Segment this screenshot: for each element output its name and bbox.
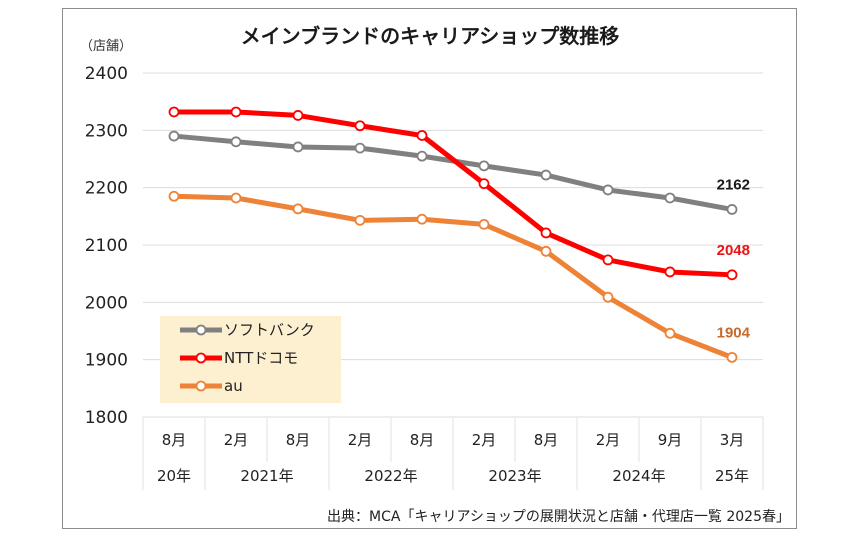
y-tick-label: 2000	[85, 293, 128, 313]
series-line	[174, 109, 733, 278]
legend-marker	[195, 380, 207, 392]
data-point	[292, 203, 304, 215]
series-line	[173, 193, 733, 360]
data-point	[602, 184, 614, 196]
x-tick-year: 2023年	[488, 467, 541, 485]
end-value-label: 2162	[717, 176, 750, 193]
y-axis-unit: （店舗）	[80, 39, 132, 54]
y-tick-label: 2300	[85, 121, 128, 141]
data-point	[478, 178, 490, 190]
x-axis: 8月 2月 8月 2月 8月 2月 8月 2月 9月 3月 20年 2021年 2022年 2023年 20…	[142, 416, 764, 490]
data-point	[230, 192, 242, 204]
data-point	[540, 227, 552, 239]
y-tick-label: 1900	[85, 351, 128, 371]
data-point	[168, 130, 180, 142]
y-tick-label: 2100	[85, 236, 128, 256]
data-point	[540, 245, 552, 257]
data-point	[416, 213, 428, 225]
data-point	[416, 130, 428, 141]
x-tick-month: 9月	[658, 431, 683, 449]
data-point	[478, 218, 490, 230]
data-point	[664, 327, 676, 339]
y-tick-label: 2200	[85, 179, 128, 199]
data-point	[230, 106, 242, 118]
x-tick-month: 8月	[286, 431, 311, 449]
x-tick-month: 8月	[162, 431, 187, 449]
x-tick-month: 3月	[720, 431, 745, 449]
end-value-label: 1904	[717, 324, 751, 341]
series-line	[173, 133, 733, 212]
chart-frame	[62, 8, 797, 529]
legend-item: NTTドコモ	[180, 349, 298, 367]
series-lines	[168, 106, 738, 363]
legend: ソフトバンク NTTドコモ au	[160, 316, 341, 403]
gridlines	[143, 72, 763, 361]
x-tick-month: 8月	[534, 431, 559, 449]
x-tick-month: 2月	[472, 431, 497, 449]
data-point	[602, 291, 614, 303]
y-tick-label: 1800	[85, 408, 128, 428]
data-point	[292, 110, 304, 121]
series-1	[168, 106, 738, 281]
y-axis-ticks: 2400 2300 2200 2100 2000 1900 1800	[85, 64, 128, 428]
x-tick-year: 20年	[157, 467, 191, 485]
legend-label: ソフトバンク	[224, 321, 315, 339]
data-point	[354, 142, 366, 154]
x-tick-month: 2月	[596, 431, 621, 449]
data-point	[230, 136, 242, 148]
legend-item: ソフトバンク	[180, 321, 315, 339]
x-tick-year: 25年	[715, 467, 749, 485]
data-point	[478, 160, 490, 172]
x-tick-year: 2021年	[240, 467, 293, 485]
legend-label: au	[224, 377, 243, 395]
data-point	[726, 351, 738, 363]
data-point	[602, 254, 614, 266]
data-point	[168, 106, 180, 118]
data-point	[540, 169, 552, 181]
end-labels: 2162 2048 1904	[717, 176, 751, 341]
data-point	[168, 190, 180, 202]
data-point	[664, 266, 676, 278]
x-tick-month: 8月	[410, 431, 435, 449]
x-tick-year: 2024年	[612, 467, 665, 485]
data-point	[354, 120, 366, 132]
end-value-label: 2048	[717, 242, 750, 259]
chart-title: メインブランドのキャリアショップ数推移	[241, 24, 620, 48]
legend-item: au	[180, 377, 243, 395]
y-tick-label: 2400	[85, 64, 128, 84]
data-point	[416, 150, 428, 162]
data-point	[726, 269, 738, 281]
x-tick-month: 2月	[348, 431, 373, 449]
legend-marker	[195, 352, 207, 364]
legend-marker	[195, 324, 207, 336]
data-point	[664, 192, 676, 204]
series-2	[168, 190, 738, 363]
data-point	[726, 204, 738, 215]
source-note: 出典：MCA「キャリアショップの展開状況と店舗・代理店一覧 2025春」	[327, 508, 790, 525]
data-point	[354, 214, 366, 226]
x-tick-year: 2022年	[364, 467, 417, 485]
legend-label: NTTドコモ	[224, 349, 298, 367]
x-tick-month: 2月	[224, 431, 249, 449]
data-point	[292, 141, 304, 153]
